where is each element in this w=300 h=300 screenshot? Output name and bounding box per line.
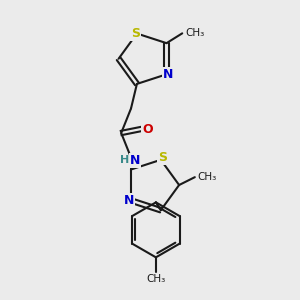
Text: H: H <box>119 155 129 166</box>
Text: CH₃: CH₃ <box>146 274 166 284</box>
Text: O: O <box>142 123 153 136</box>
Text: CH₃: CH₃ <box>185 28 204 38</box>
Text: S: S <box>158 152 167 164</box>
Text: S: S <box>131 27 140 40</box>
Text: CH₃: CH₃ <box>198 172 217 182</box>
Text: N: N <box>124 194 134 207</box>
Text: N: N <box>163 68 174 81</box>
Text: N: N <box>130 154 140 167</box>
